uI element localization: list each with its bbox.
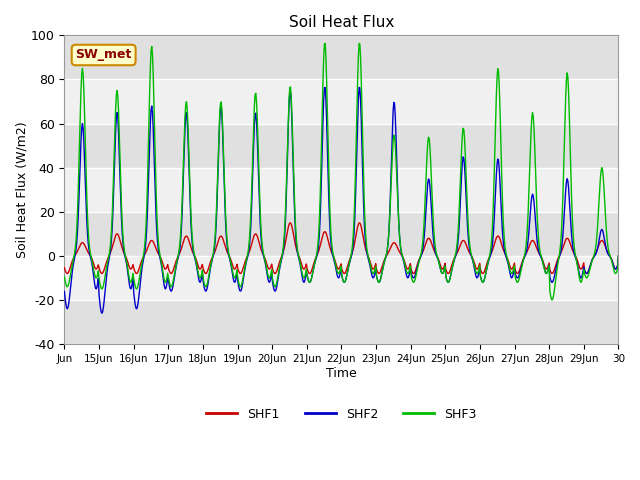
SHF2 (255, 202, 263, 207)
SHF1 (614, 253, 622, 259)
SHF2 (614, 253, 622, 259)
SHF3 (276, 264, 284, 270)
SHF1 (431, 250, 439, 255)
SHF3 (548, 297, 556, 303)
SHF1 (126, 266, 134, 272)
SHF2 (126, 285, 134, 291)
SHF1 (255, 241, 263, 247)
Text: SW_met: SW_met (76, 48, 132, 61)
Bar (65, 168, 618, 212)
Legend: SHF1, SHF2, SHF3: SHF1, SHF2, SHF3 (201, 403, 482, 426)
SHF3 (227, 262, 235, 267)
Y-axis label: Soil Heat Flux (W/m2): Soil Heat Flux (W/m2) (15, 121, 28, 258)
SHF2 (400, 259, 408, 265)
SHF2 (431, 248, 439, 254)
SHF3 (430, 234, 438, 240)
Bar (65, 123, 618, 168)
SHF1 (400, 257, 408, 263)
Bar (65, 300, 618, 344)
SHF2 (355, 84, 363, 90)
Line: SHF2: SHF2 (65, 87, 618, 313)
Bar (65, 212, 618, 256)
SHF2 (228, 268, 236, 274)
SHF3 (255, 163, 262, 168)
Bar (65, 80, 618, 123)
SHF1 (276, 257, 284, 263)
SHF1 (61, 265, 68, 271)
Line: SHF1: SHF1 (65, 223, 618, 274)
SHF3 (355, 40, 363, 46)
SHF3 (399, 255, 407, 261)
Title: Soil Heat Flux: Soil Heat Flux (289, 15, 394, 30)
SHF3 (614, 253, 622, 259)
Bar (65, 256, 618, 300)
SHF1 (63, 271, 71, 276)
X-axis label: Time: Time (326, 367, 356, 380)
SHF2 (276, 262, 284, 267)
Bar (65, 36, 618, 80)
SHF2 (98, 311, 106, 316)
SHF1 (287, 220, 294, 226)
SHF3 (125, 276, 133, 282)
Line: SHF3: SHF3 (65, 43, 618, 300)
SHF3 (61, 274, 68, 279)
SHF2 (61, 288, 68, 294)
SHF1 (228, 260, 236, 266)
